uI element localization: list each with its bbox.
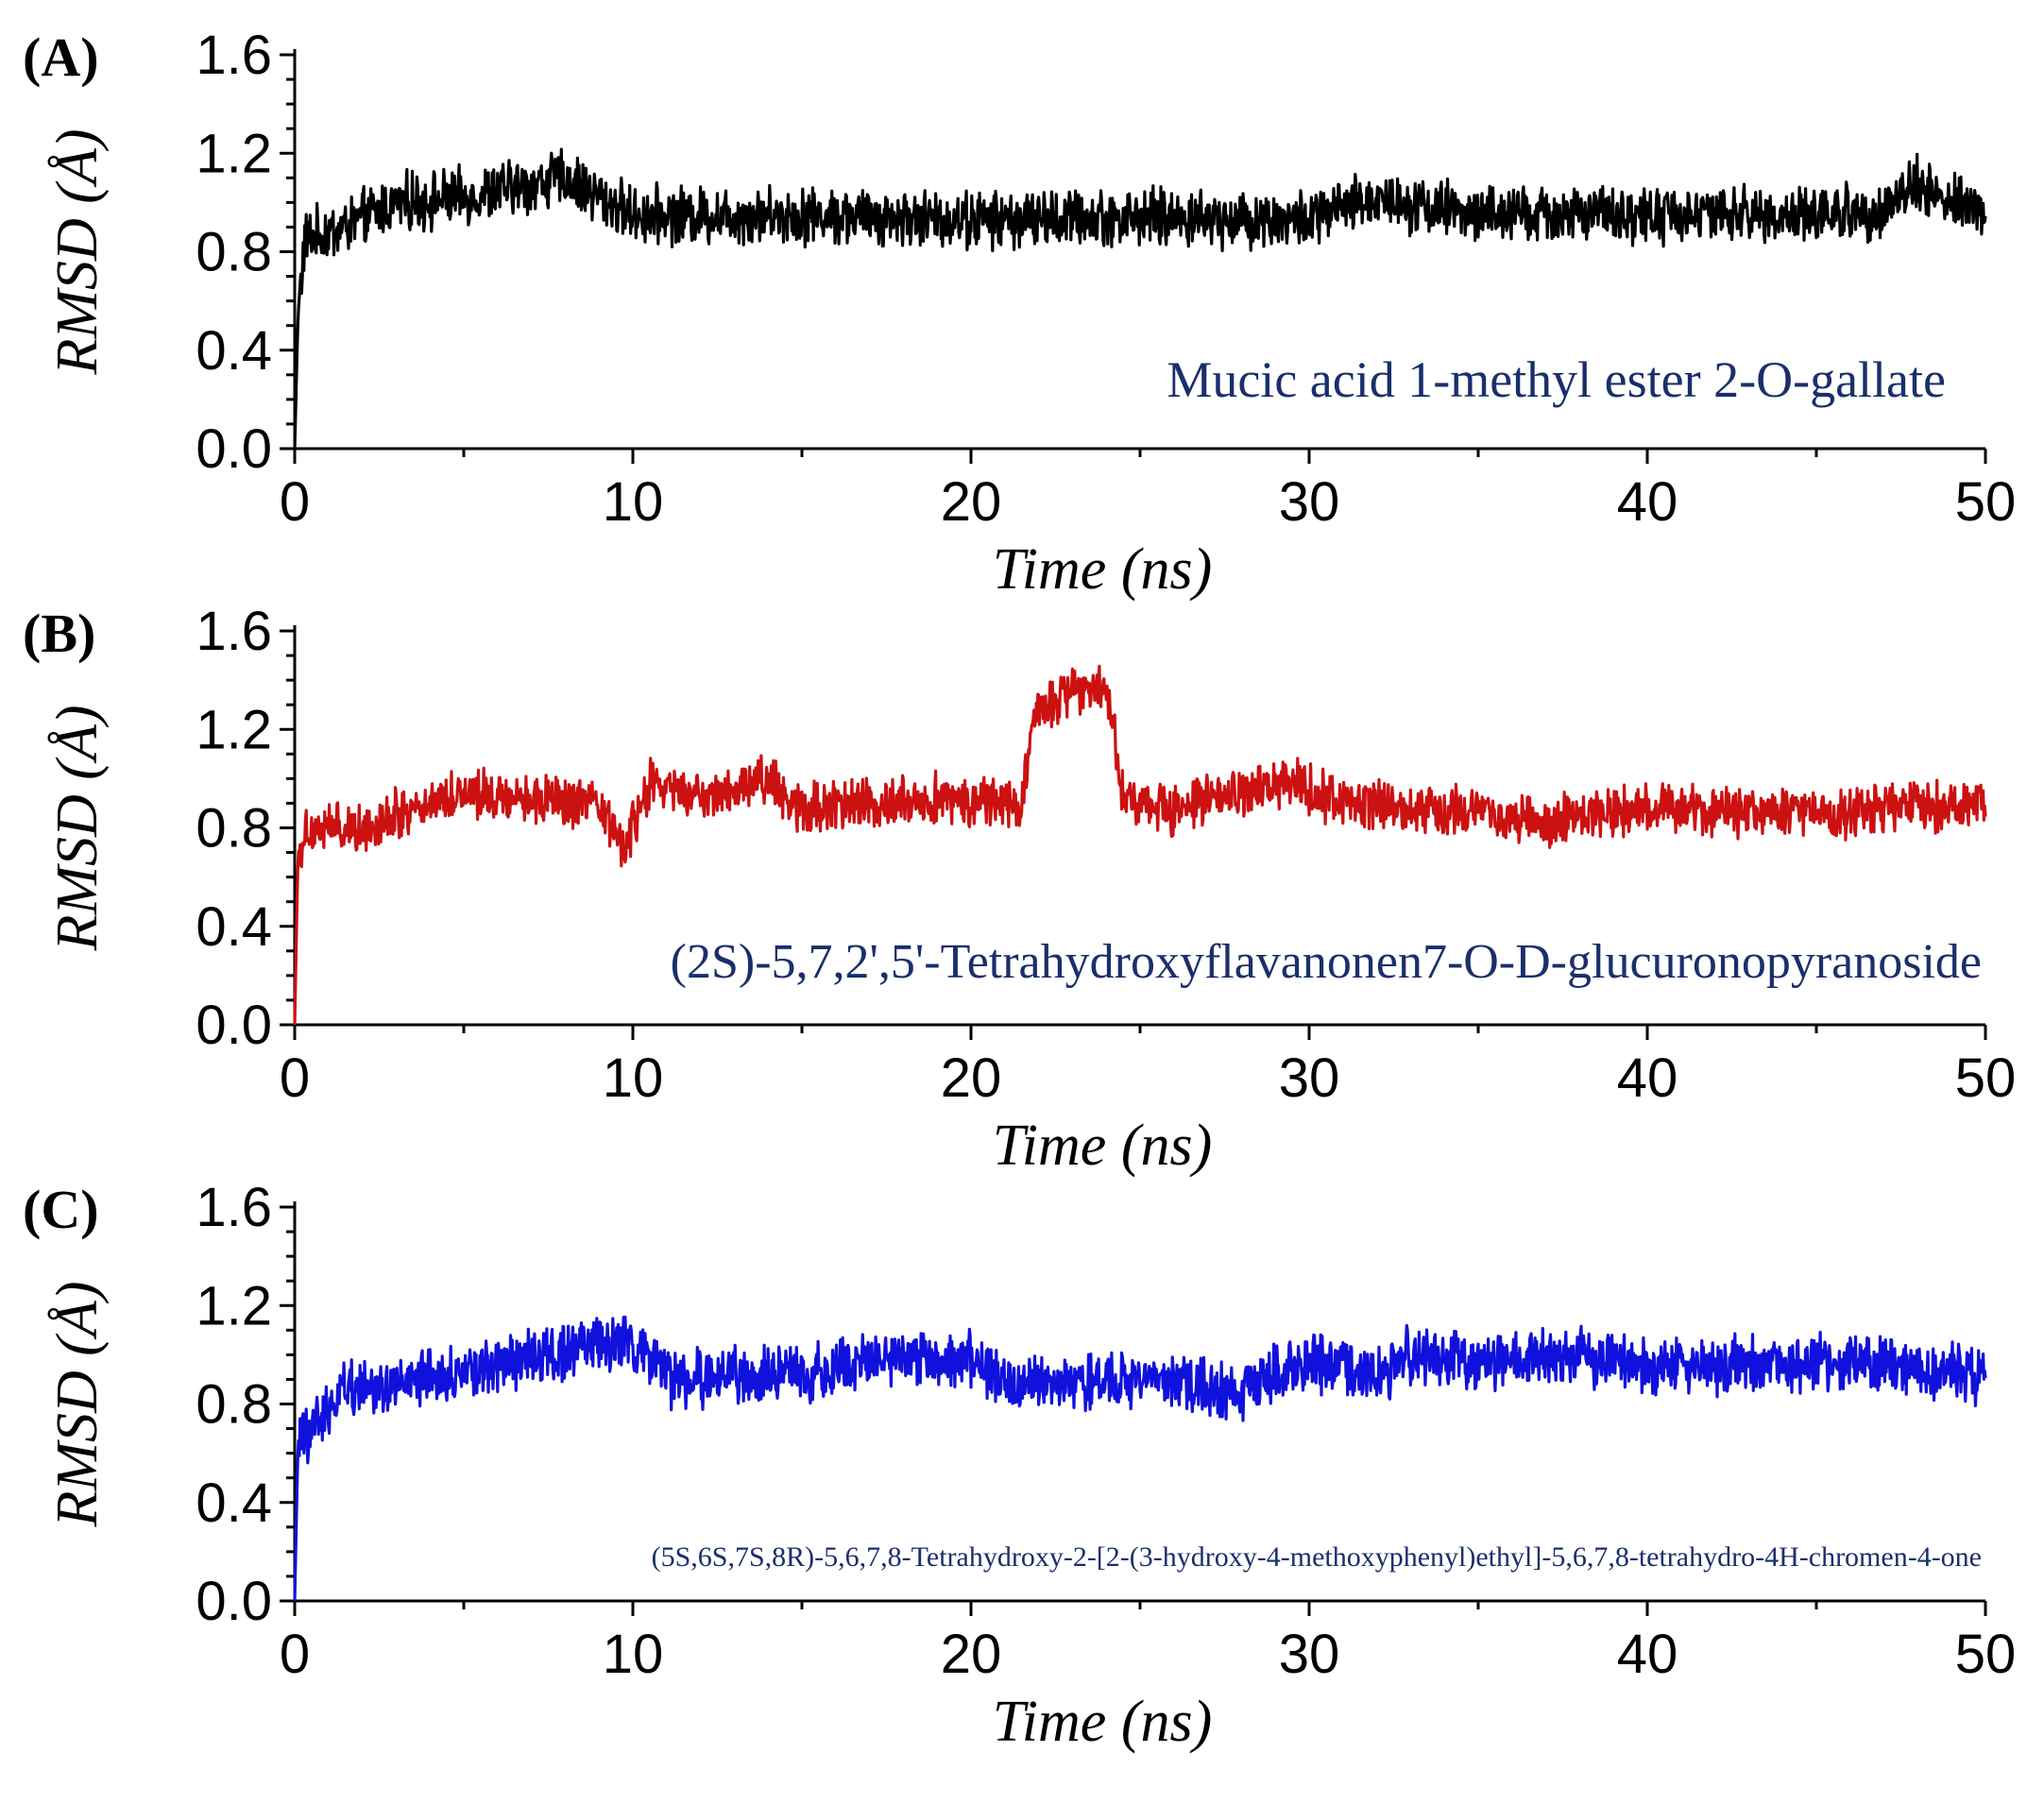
y-tick-label: 1.2 bbox=[196, 1275, 272, 1336]
x-tick-label: 40 bbox=[1617, 1624, 1678, 1685]
x-tick-label: 40 bbox=[1617, 1047, 1678, 1109]
x-tick-label: 30 bbox=[1279, 1047, 1340, 1109]
y-tick-label: 0.4 bbox=[196, 1472, 272, 1534]
x-tick-label: 20 bbox=[941, 471, 1002, 533]
panel-label: (C) bbox=[23, 1179, 99, 1240]
y-tick-label: 1.6 bbox=[196, 25, 272, 86]
x-tick-label: 0 bbox=[280, 1047, 310, 1109]
y-tick-label: 0.0 bbox=[196, 418, 272, 480]
y-tick-label: 0.4 bbox=[196, 896, 272, 958]
series-annotation: Mucic acid 1-methyl ester 2-O-gallate bbox=[1167, 351, 1946, 408]
y-tick-label: 1.6 bbox=[196, 1177, 272, 1238]
x-axis-title: Time (ns) bbox=[993, 1690, 1213, 1754]
y-tick-label: 1.6 bbox=[196, 601, 272, 662]
x-tick-label: 30 bbox=[1279, 1624, 1340, 1685]
panel-label: (B) bbox=[23, 603, 95, 664]
y-axis-title: RMSD (Å) bbox=[45, 706, 110, 952]
rmsd-series-line bbox=[293, 1315, 1987, 1602]
x-tick-label: 10 bbox=[603, 471, 664, 533]
x-axis-title: Time (ns) bbox=[993, 537, 1213, 602]
y-tick-label: 0.4 bbox=[196, 320, 272, 382]
x-axis-title: Time (ns) bbox=[993, 1114, 1213, 1178]
y-tick-label: 0.8 bbox=[196, 798, 272, 859]
x-tick-label: 10 bbox=[603, 1047, 664, 1109]
y-tick-label: 1.2 bbox=[196, 699, 272, 760]
y-tick-label: 1.2 bbox=[196, 123, 272, 184]
x-tick-label: 50 bbox=[1955, 1624, 2017, 1685]
x-tick-label: 10 bbox=[603, 1624, 664, 1685]
chart-panel-1: 0.0 0.4 0.8 1.2 1.6 0 10 20 30 40 50 Time (ns) RMSD … bbox=[23, 25, 2016, 602]
y-tick-label: 0.8 bbox=[196, 222, 272, 283]
chart-panel-2: 0.0 0.4 0.8 1.2 1.6 0 10 20 30 40 50 Time (ns) RMSD … bbox=[23, 601, 2016, 1178]
x-tick-label: 50 bbox=[1955, 1047, 2017, 1109]
series-annotation: (2S)-5,7,2',5'-Tetrahydroxyflavanonen7-O… bbox=[671, 935, 1982, 989]
rmsd-series-line bbox=[293, 664, 1987, 1026]
x-tick-label: 0 bbox=[280, 1624, 310, 1685]
y-tick-label: 0.0 bbox=[196, 995, 272, 1056]
series-annotation: (5S,6S,7S,8R)-5,6,7,8-Tetrahydroxy-2-[2-… bbox=[652, 1541, 1982, 1573]
x-tick-label: 50 bbox=[1955, 471, 2017, 533]
chart-panel-3: 0.0 0.4 0.8 1.2 1.6 0 10 20 30 40 50 Time (ns) RMSD … bbox=[23, 1177, 2016, 1754]
x-tick-label: 30 bbox=[1279, 471, 1340, 533]
y-axis-title: RMSD (Å) bbox=[45, 129, 110, 376]
rmsd-series-line bbox=[293, 147, 1987, 450]
panel-label: (A) bbox=[23, 26, 99, 88]
y-axis-title: RMSD (Å) bbox=[45, 1282, 110, 1528]
x-tick-label: 0 bbox=[280, 471, 310, 533]
y-tick-label: 0.0 bbox=[196, 1571, 272, 1632]
x-tick-label: 40 bbox=[1617, 471, 1678, 533]
x-tick-label: 20 bbox=[941, 1047, 1002, 1109]
y-tick-label: 0.8 bbox=[196, 1374, 272, 1436]
x-tick-label: 20 bbox=[941, 1624, 1002, 1685]
